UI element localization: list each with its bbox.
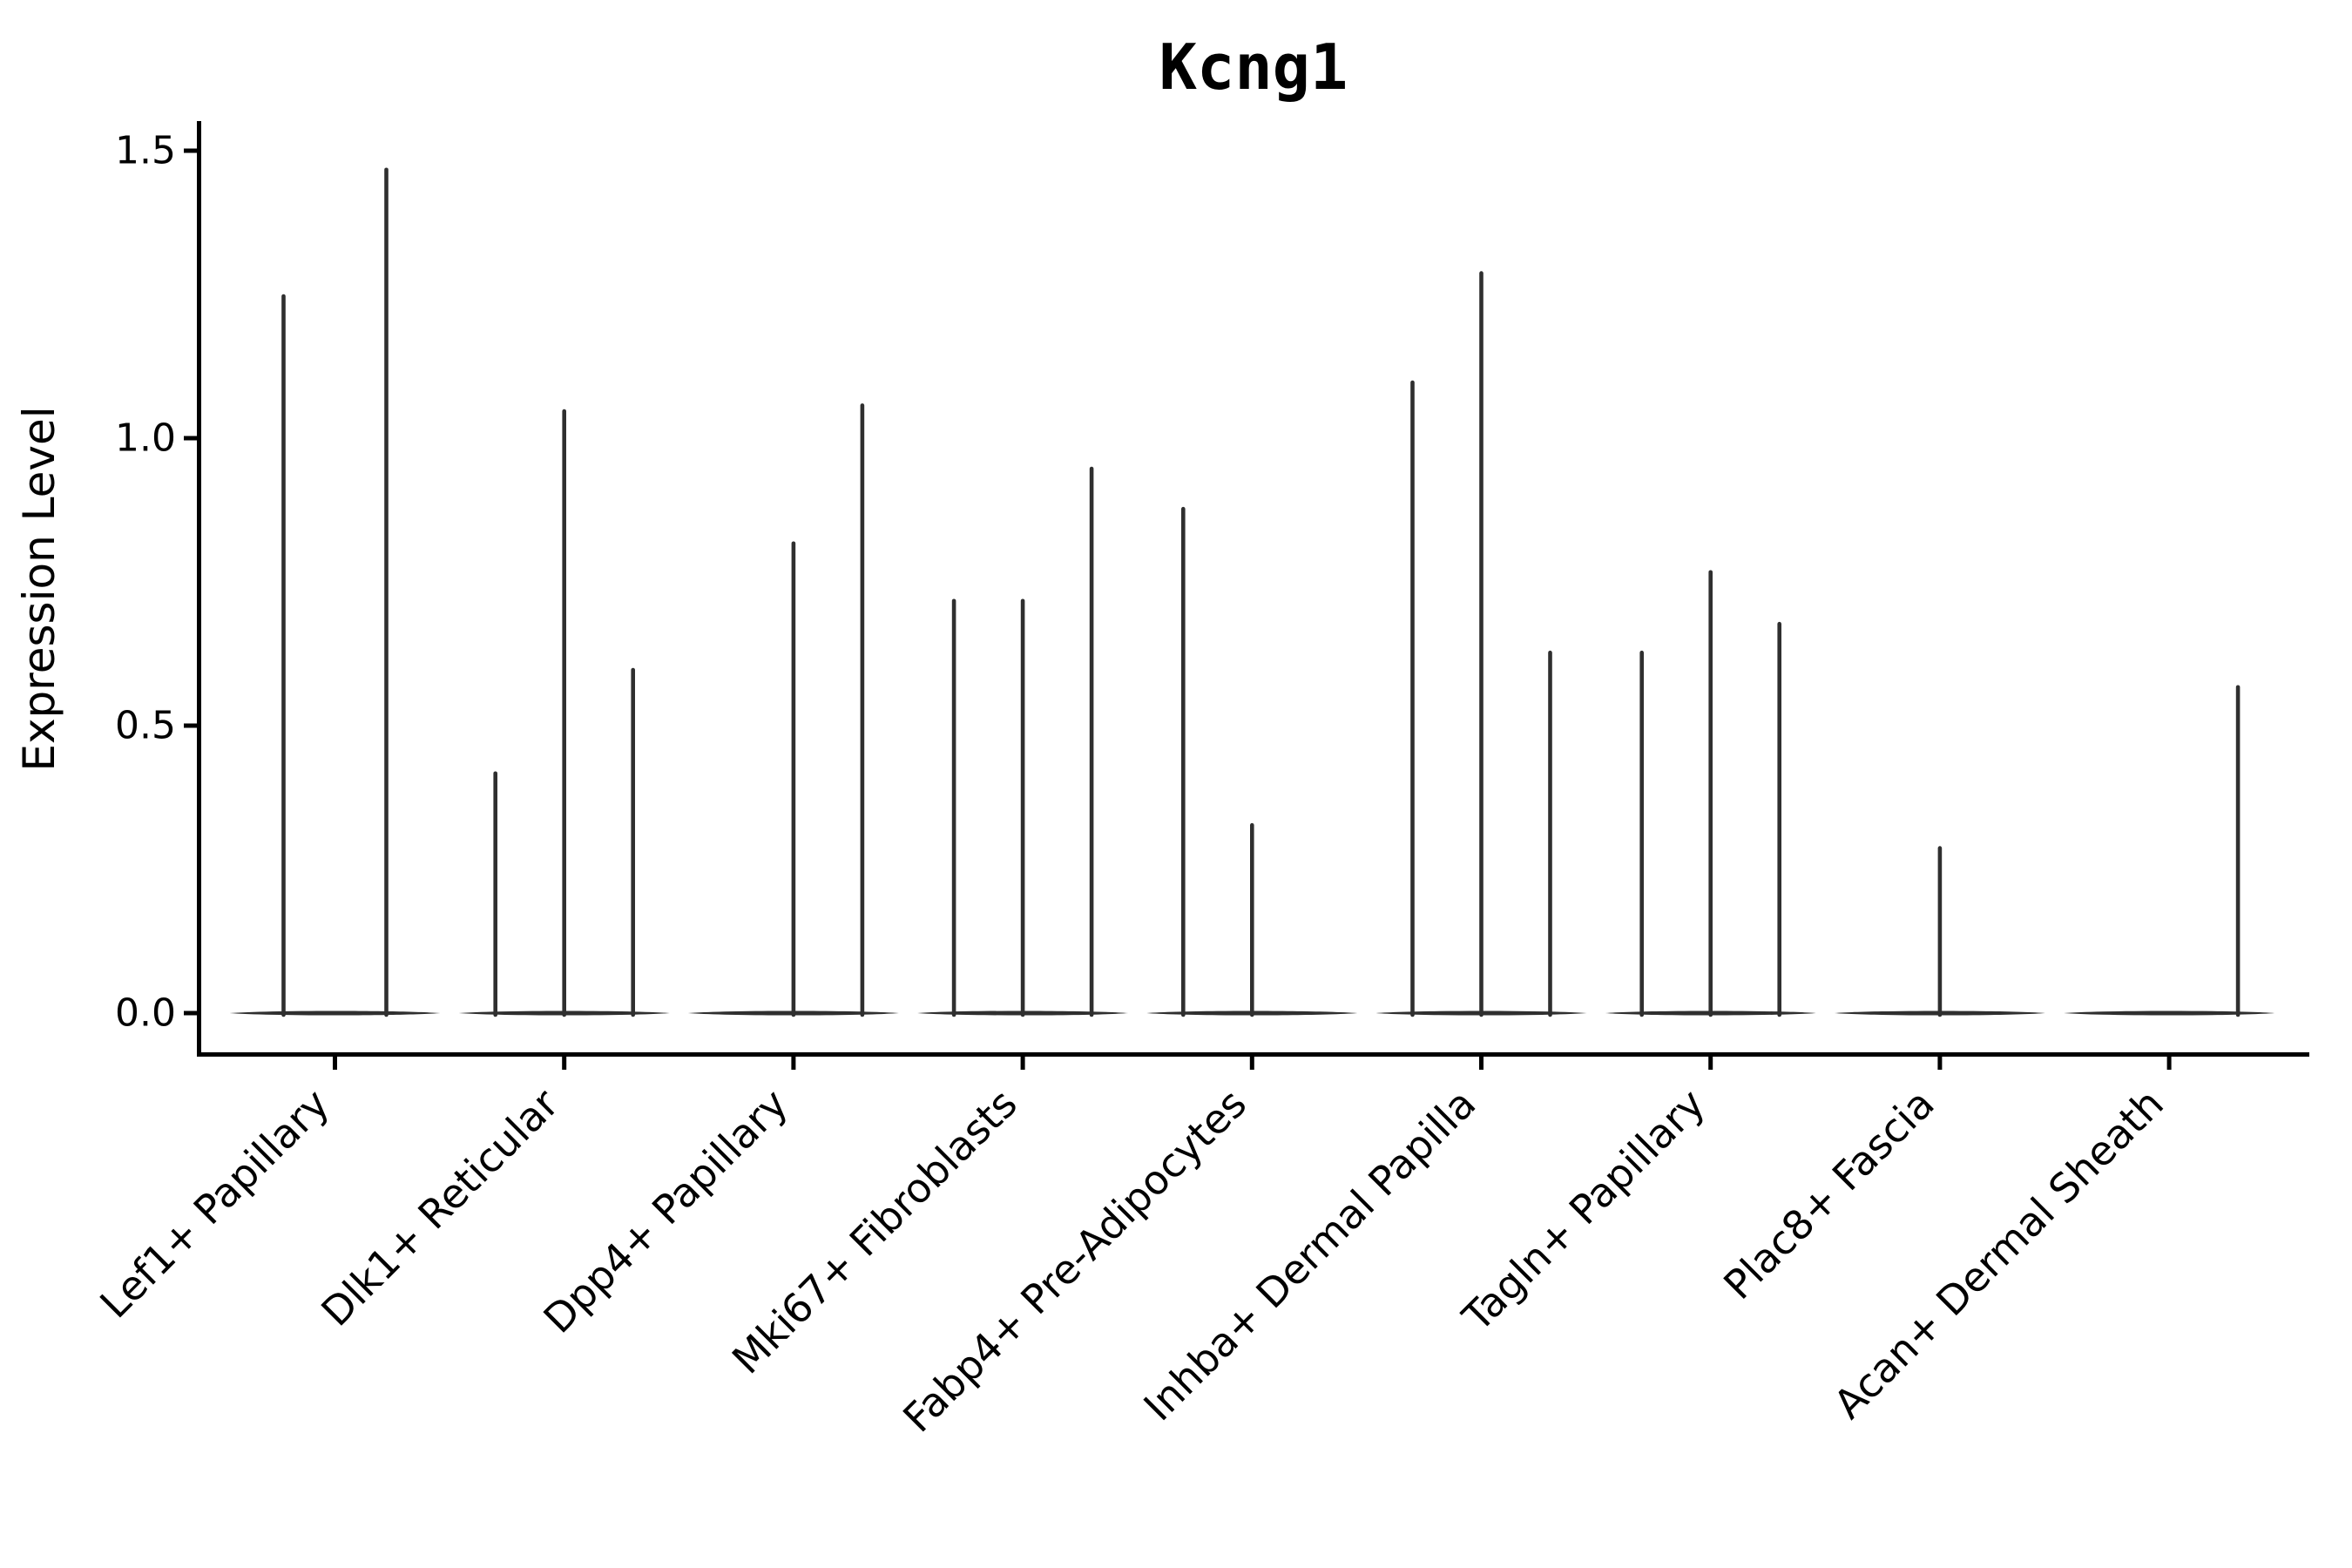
chart-title: Kcng1 — [1159, 30, 1348, 104]
x-tick-label: Plac8+ Fascia — [1714, 1080, 1943, 1308]
violin-base — [2064, 1010, 2275, 1016]
y-tick-label: 0.5 — [115, 704, 176, 748]
y-tick-label: 0.0 — [115, 991, 176, 1036]
x-tick-label: Lef1+ Papillary — [91, 1080, 338, 1328]
x-tick-label: Dpp4+ Papillary — [534, 1080, 796, 1342]
y-axis-label: Expression Level — [14, 406, 64, 771]
violin-base — [229, 1010, 441, 1016]
y-tick-label: 1.5 — [115, 129, 176, 173]
x-tick-label: Tagln+ Papillary — [1453, 1080, 1714, 1342]
x-tick-label: Dlk1+ Reticular — [312, 1080, 567, 1335]
y-tick-label: 1.0 — [115, 416, 176, 461]
